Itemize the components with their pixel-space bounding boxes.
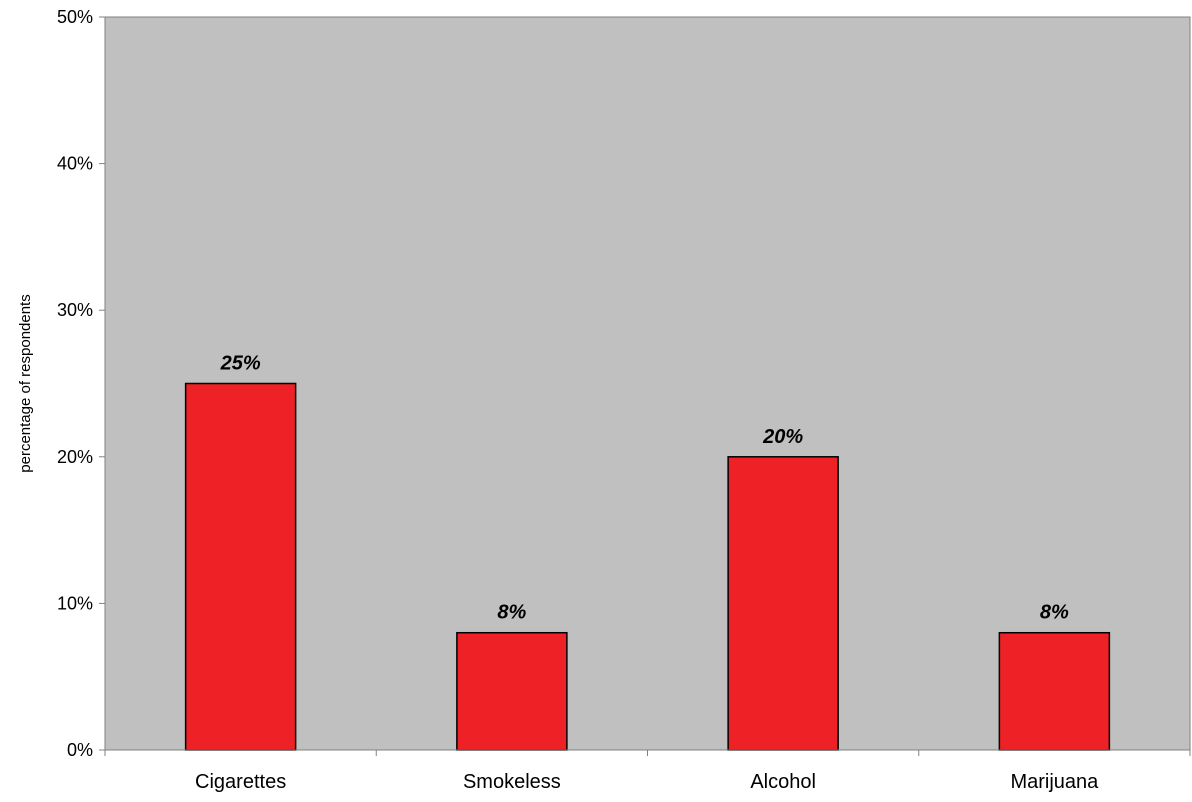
bar-cigarettes: [184, 382, 297, 751]
y-axis-title: percentage of respondents: [17, 294, 34, 472]
category-label-alcohol: Alcohol: [750, 771, 816, 793]
x-axis-ticks: [104, 750, 1191, 756]
y-tick-label: 20%: [57, 447, 93, 467]
y-axis-ticks: [99, 16, 105, 751]
bar-smokeless: [456, 631, 568, 751]
bar-alcohol: [727, 456, 839, 751]
y-axis-tick-labels: 0% 10% 20% 30% 40% 50%: [57, 7, 93, 760]
y-tick-label: 10%: [57, 593, 93, 613]
data-label-cigarettes: 25%: [220, 353, 261, 375]
y-tick-label: 0%: [67, 740, 93, 760]
bars: [184, 382, 1111, 751]
data-label-marijuana: 8%: [1040, 602, 1069, 624]
y-tick-label: 30%: [57, 300, 93, 320]
category-label-cigarettes: Cigarettes: [195, 771, 286, 793]
y-tick-label: 50%: [57, 7, 93, 27]
category-label-smokeless: Smokeless: [463, 771, 561, 793]
data-labels: 25% 8% 20% 8%: [220, 353, 1069, 624]
bar-marijuana: [998, 631, 1111, 751]
category-label-marijuana: Marijuana: [1010, 771, 1099, 793]
data-label-smokeless: 8%: [497, 602, 526, 624]
data-label-alcohol: 20%: [762, 426, 803, 448]
y-tick-label: 40%: [57, 154, 93, 174]
x-axis-category-labels: Cigarettes Smokeless Alcohol Marijuana: [195, 771, 1099, 793]
